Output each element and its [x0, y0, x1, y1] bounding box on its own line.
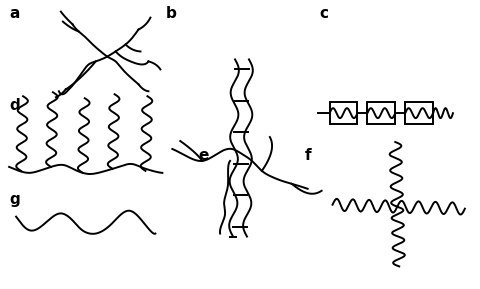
Text: c: c: [319, 6, 328, 21]
Text: d: d: [9, 98, 20, 113]
Text: f: f: [304, 148, 311, 163]
Bar: [404, 102, 432, 124]
Text: a: a: [9, 6, 20, 21]
Bar: [329, 102, 357, 124]
Bar: [367, 102, 395, 124]
Text: e: e: [198, 148, 208, 163]
Text: g: g: [9, 192, 20, 207]
Text: b: b: [165, 6, 176, 21]
